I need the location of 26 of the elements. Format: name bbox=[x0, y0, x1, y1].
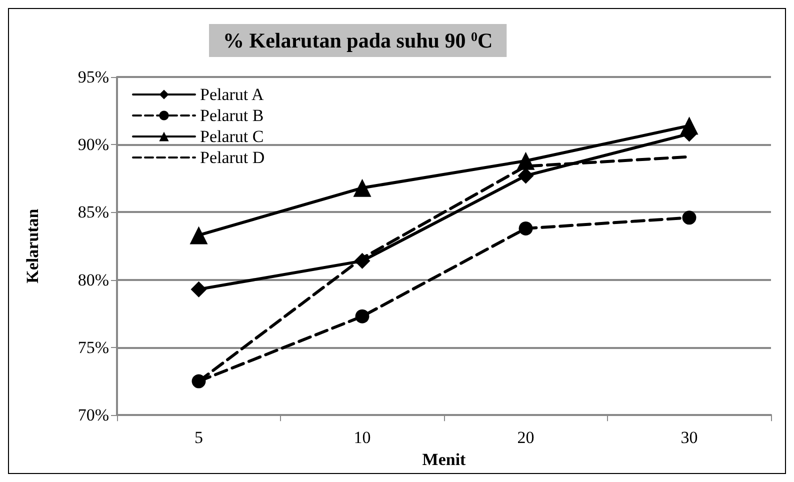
point bbox=[353, 178, 372, 197]
legend-label: Pelarut B bbox=[200, 106, 264, 125]
point bbox=[192, 374, 206, 388]
legend-label: Pelarut D bbox=[200, 148, 265, 167]
legend-label: Pelarut A bbox=[200, 85, 264, 104]
point bbox=[518, 168, 534, 184]
point bbox=[190, 281, 207, 298]
point bbox=[518, 221, 533, 236]
point bbox=[355, 309, 370, 324]
y-tick-label: 75% bbox=[78, 338, 109, 357]
point bbox=[354, 252, 370, 269]
legend-label: Pelarut C bbox=[200, 127, 264, 146]
x-tick-label: 5 bbox=[194, 428, 203, 448]
y-tick-label: 80% bbox=[78, 270, 109, 290]
point bbox=[682, 210, 696, 225]
x-tick-label: 30 bbox=[680, 428, 698, 448]
y-tick-label: 90% bbox=[78, 135, 109, 154]
point bbox=[190, 226, 208, 244]
y-tick-label: 95% bbox=[78, 68, 109, 86]
x-tick-label: 20 bbox=[517, 428, 534, 448]
x-axis-title: Menit bbox=[422, 450, 466, 469]
y-tick-label: 70% bbox=[78, 406, 109, 425]
point bbox=[516, 152, 535, 170]
y-tick-label: 85% bbox=[78, 202, 109, 222]
y-axis-title: Kelarutan bbox=[23, 208, 42, 284]
x-tick-label: 10 bbox=[354, 428, 371, 448]
